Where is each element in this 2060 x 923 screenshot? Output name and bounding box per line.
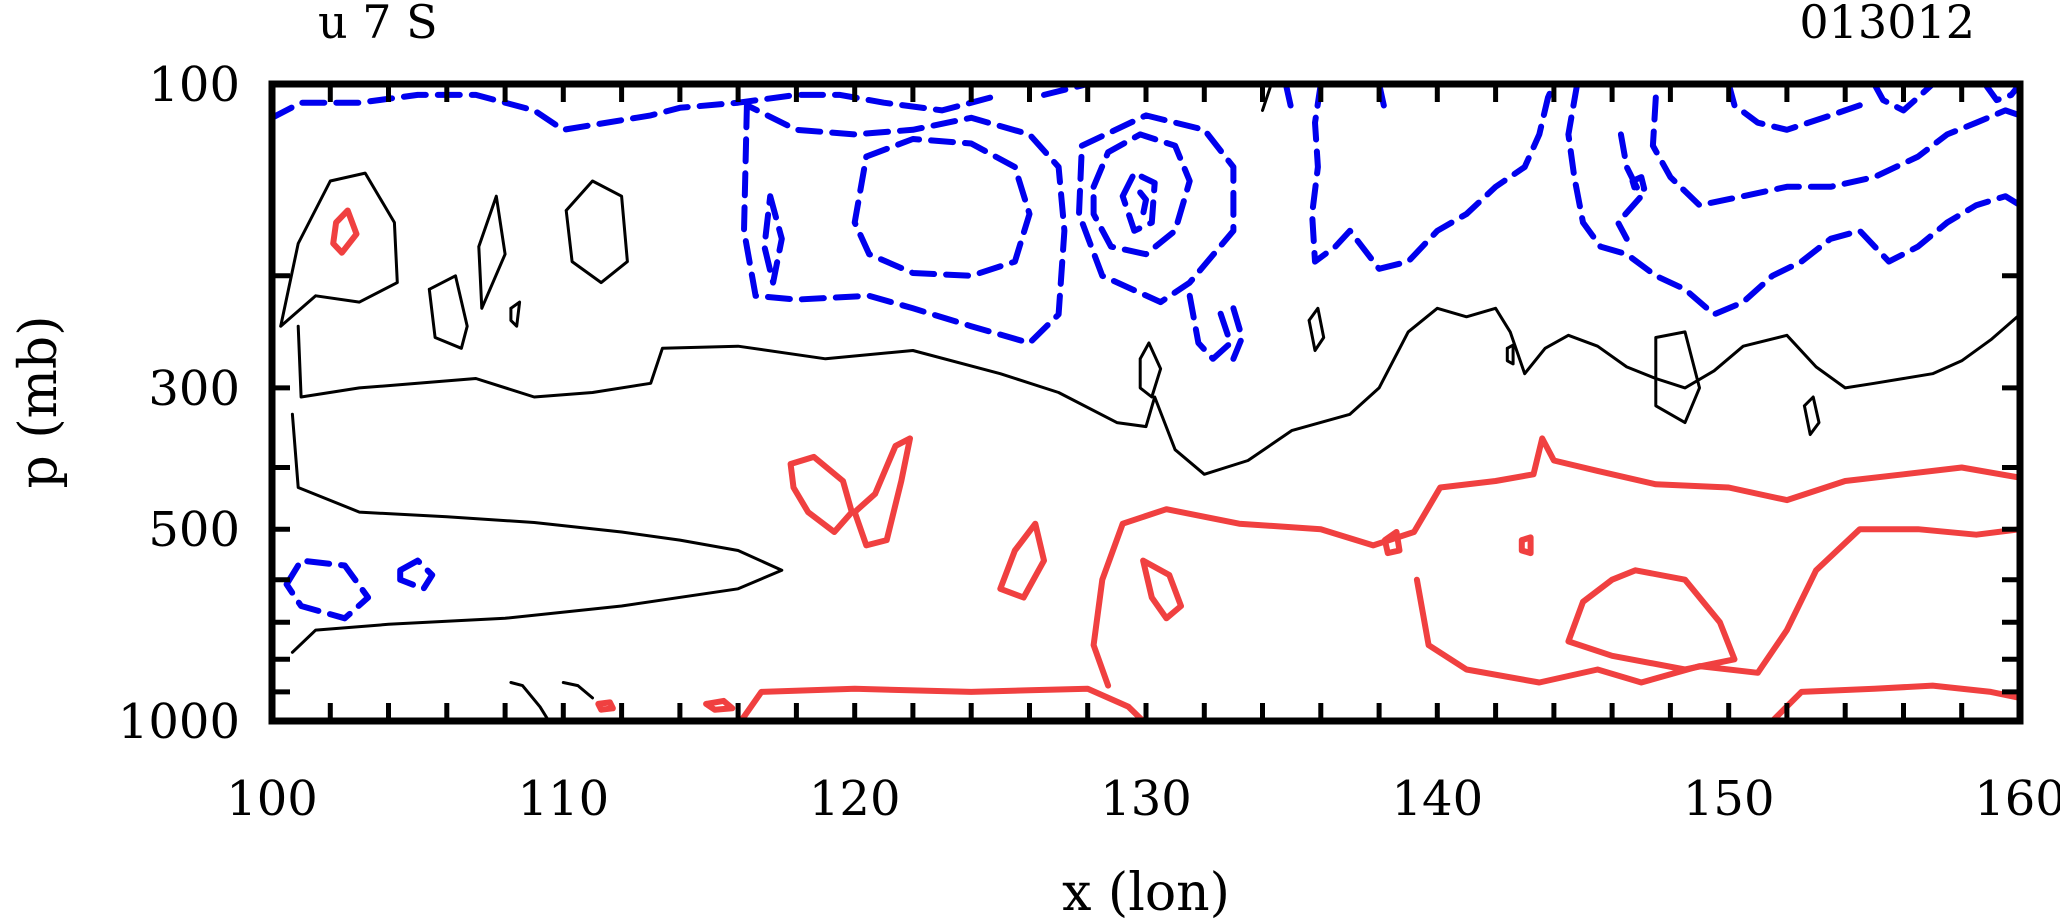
contour-positive-13 (1769, 682, 2020, 721)
contour-zero-12 (1654, 330, 1701, 425)
contour-negative-2 (397, 557, 436, 592)
contour-negative-7 (1119, 170, 1158, 234)
x-tick-label-160: 160 (1974, 771, 2060, 827)
contour-positive-12 (1381, 529, 1403, 557)
tick-labels: 100 110 120 130 140 150 160 100 300 500 1000 (118, 57, 2060, 827)
contour-negative-22 (1982, 84, 2020, 104)
contour-zero-2 (290, 412, 784, 654)
contour-positive-6 (1413, 526, 2020, 686)
contour-zero-5 (427, 274, 469, 350)
y-tick-label-500: 500 (148, 502, 240, 558)
contour-positive-3 (997, 520, 1047, 601)
contour-positive-11 (1518, 534, 1534, 557)
contour-positive-2 (851, 435, 913, 549)
contour-negative-11 (1230, 305, 1246, 362)
contour-zero-14 (1261, 84, 1273, 112)
x-tick-label-100: 100 (226, 771, 318, 827)
contour-negative-6 (1090, 131, 1193, 258)
x-tick-label-110: 110 (517, 771, 609, 827)
contour-zero-11 (1505, 343, 1515, 366)
contour-negative-9 (1076, 112, 1237, 306)
contour-zero-4 (561, 681, 594, 700)
contour-zero-6 (477, 194, 507, 310)
x-tick-label-120: 120 (809, 771, 901, 827)
contour-positive-9 (595, 699, 616, 713)
y-axis-label: p (mb) (9, 316, 69, 489)
contour-negative-17 (1615, 131, 1645, 242)
chart-title-left: u 7 S (318, 0, 438, 49)
contour-zero-7 (564, 179, 629, 285)
contour-lines (272, 84, 2020, 721)
contour-negative-14 (1309, 84, 1557, 272)
contour-positive-0 (330, 207, 360, 256)
contour-negative-8 (1137, 189, 1149, 217)
contour-positive-8 (1140, 557, 1184, 622)
y-tick-label-100: 100 (148, 57, 240, 113)
contour-negative-1 (283, 557, 372, 622)
contour-negative-21 (1871, 84, 1936, 114)
contour-zero-0 (279, 171, 399, 328)
x-axis-label: x (lon) (1062, 863, 1230, 923)
contour-positive-10 (703, 697, 736, 713)
plot-frame (268, 80, 2024, 725)
contour-positive-7 (1565, 567, 1738, 673)
contour-positive-1 (787, 453, 855, 535)
contour-positive-4 (738, 685, 1147, 721)
contour-zero-8 (509, 300, 522, 328)
contour-negative-19 (1725, 84, 1863, 133)
contour-zero-1 (296, 306, 2020, 476)
contour-zero-10 (1307, 306, 1326, 352)
contour-negative-13 (1282, 84, 1295, 114)
contour-negative-10 (1186, 292, 1234, 362)
x-tick-label-140: 140 (1391, 771, 1483, 827)
contour-negative-0 (272, 91, 1004, 133)
contour-positive-5 (1090, 435, 2020, 689)
contour-negative-16 (1565, 84, 2020, 318)
contour-zero-9 (1138, 341, 1163, 399)
contour-negative-18 (1649, 94, 2020, 209)
x-tick-label-130: 130 (1100, 771, 1192, 827)
contour-zero-13 (1802, 395, 1821, 436)
x-tick-label-150: 150 (1683, 771, 1775, 827)
y-tick-label-1000: 1000 (118, 694, 240, 750)
contour-negative-3 (741, 102, 1068, 346)
contour-negative-4 (761, 193, 785, 286)
contour-negative-5 (851, 136, 1033, 279)
contour-zero-3 (509, 681, 551, 721)
contour-negative-20 (1629, 174, 1648, 194)
y-tick-label-300: 300 (148, 361, 240, 417)
chart-title-right: 013012 (1799, 0, 1975, 49)
